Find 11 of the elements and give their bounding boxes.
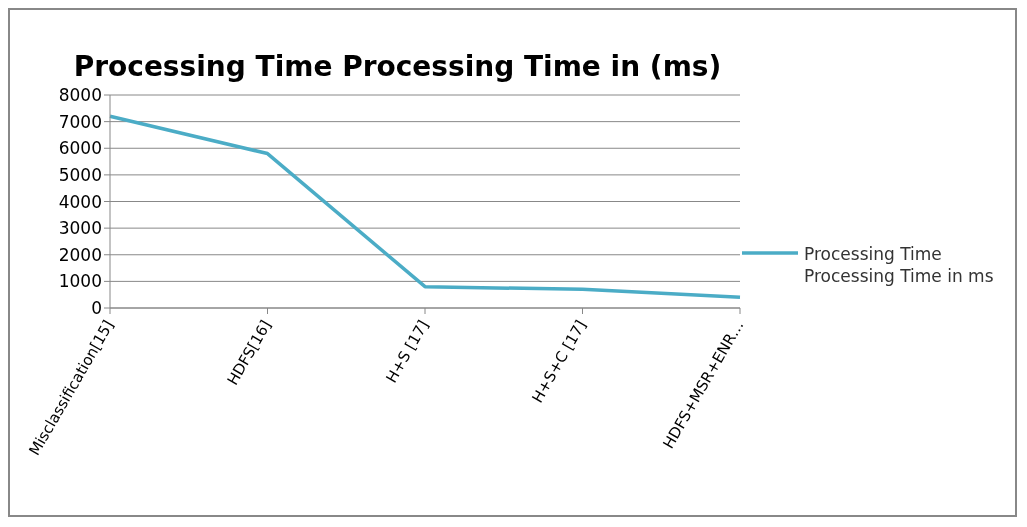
legend-label: Processing Time Processing Time in ms xyxy=(804,243,995,287)
y-tick-label: 7000 xyxy=(58,111,102,132)
y-tick-label: 0 xyxy=(91,298,102,319)
y-tick-label: 2000 xyxy=(58,244,102,265)
y-tick-label: 3000 xyxy=(58,218,102,239)
chart-title: Processing Time Processing Time in (ms) xyxy=(72,50,723,83)
y-tick-label: 8000 xyxy=(58,85,102,106)
y-tick-label: 4000 xyxy=(58,191,102,212)
y-tick-label: 1000 xyxy=(58,271,102,292)
y-tick-label: 5000 xyxy=(58,164,102,185)
y-tick-label: 6000 xyxy=(58,138,102,159)
